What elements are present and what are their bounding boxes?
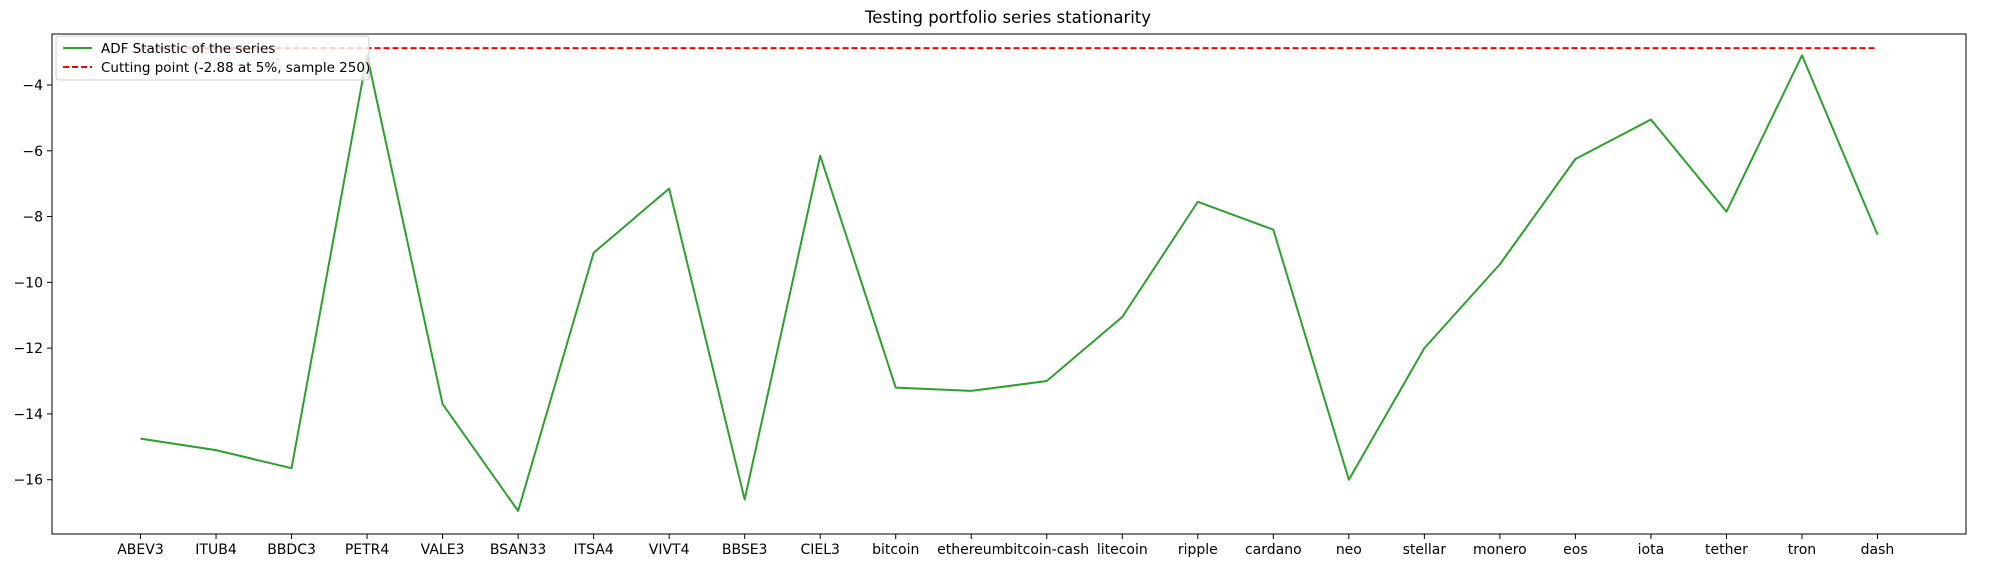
x-tick-label: neo	[1336, 542, 1362, 558]
x-tick-label: VALE3	[421, 542, 465, 558]
x-tick-label: bitcoin-cash	[1004, 542, 1089, 558]
y-axis: −16 −14 −12 −10 −8 −6 −4	[13, 78, 52, 489]
x-tick-label: ripple	[1178, 542, 1218, 558]
legend-box	[55, 35, 370, 81]
y-tick-label: −6	[22, 144, 43, 160]
x-axis: ABEV3 ITUB4 BBDC3 PETR4 VALE3 BSAN33 ITSA4 VIVT…	[117, 534, 1894, 558]
x-tick-label: ethereum	[937, 542, 1005, 558]
x-tick-label: CIEL3	[800, 542, 839, 558]
chart-title: Testing portfolio series stationarity	[864, 8, 1151, 27]
x-tick-label: iota	[1638, 542, 1665, 558]
legend-label-adf: ADF Statistic of the series	[101, 41, 275, 57]
legend-label-cutting-point: Cutting point (-2.88 at 5%, sample 250)	[101, 60, 370, 76]
series-layer	[140, 47, 1879, 512]
series-line-adf-statistic	[140, 54, 1879, 512]
plot-frame	[51, 33, 1967, 535]
x-tick-label: ABEV3	[117, 542, 164, 558]
y-tick-label: −10	[13, 275, 43, 291]
x-tick-label: VIVT4	[649, 542, 690, 558]
x-tick-label: litecoin	[1097, 542, 1148, 558]
x-tick-label: PETR4	[345, 542, 390, 558]
x-tick-label: bitcoin	[872, 542, 919, 558]
x-tick-label: ITSA4	[573, 542, 613, 558]
y-tick-label: −4	[22, 78, 43, 94]
x-tick-label: stellar	[1403, 542, 1447, 558]
x-tick-label: ITUB4	[195, 542, 237, 558]
x-tick-label: monero	[1473, 542, 1527, 558]
x-tick-label: BBSE3	[722, 542, 768, 558]
x-tick-label: eos	[1563, 542, 1587, 558]
x-tick-label: cardano	[1245, 542, 1302, 558]
legend: ADF Statistic of the series Cutting poin…	[55, 35, 370, 81]
y-tick-label: −16	[13, 473, 43, 489]
x-tick-label: BBDC3	[267, 542, 316, 558]
y-tick-label: −14	[13, 407, 43, 423]
x-tick-label: tether	[1705, 542, 1748, 558]
x-tick-label: tron	[1788, 542, 1816, 558]
x-tick-label: dash	[1861, 542, 1895, 558]
y-tick-label: −12	[13, 341, 43, 357]
x-tick-label: BSAN33	[490, 542, 546, 558]
y-tick-label: −8	[22, 210, 43, 226]
